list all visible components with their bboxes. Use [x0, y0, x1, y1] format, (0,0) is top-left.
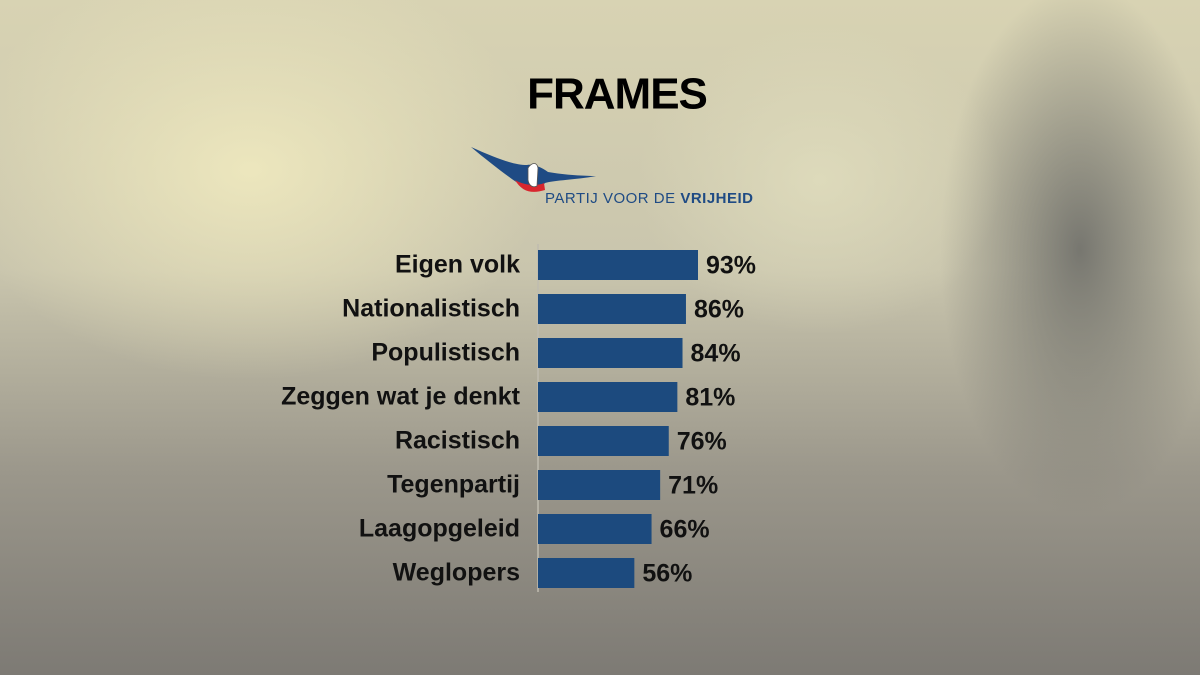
category-label: Zeggen wat je denkt [281, 383, 521, 411]
category-label: Racistisch [395, 427, 520, 455]
category-label: Populistisch [371, 339, 520, 367]
value-label: 66% [660, 516, 710, 544]
chart-title: FRAMES [527, 70, 707, 119]
bar [538, 470, 661, 500]
value-label: 84% [691, 340, 741, 368]
value-label: 56% [642, 560, 692, 588]
logo: PARTIJ VOOR DE VRIJHEID [471, 147, 754, 207]
bar [538, 558, 635, 588]
logo-text: PARTIJ VOOR DE VRIJHEID [545, 190, 754, 207]
category-label: Weglopers [393, 559, 520, 587]
bar [538, 294, 686, 324]
logo-text-regular: PARTIJ VOOR DE [545, 190, 676, 207]
value-label: 76% [677, 428, 727, 456]
bar [538, 514, 652, 544]
category-label: Laagopgeleid [359, 515, 520, 543]
category-label: Eigen volk [395, 251, 520, 279]
bar [538, 426, 669, 456]
value-label: 81% [685, 384, 735, 412]
bar [538, 382, 678, 412]
bar [538, 250, 698, 280]
value-label: 86% [694, 296, 744, 324]
value-label: 93% [706, 252, 756, 280]
bar [538, 338, 683, 368]
category-label: Tegenpartij [387, 471, 520, 499]
logo-text-bold: VRIJHEID [680, 190, 753, 207]
category-label: Nationalistisch [342, 295, 520, 323]
value-label: 71% [668, 472, 718, 500]
